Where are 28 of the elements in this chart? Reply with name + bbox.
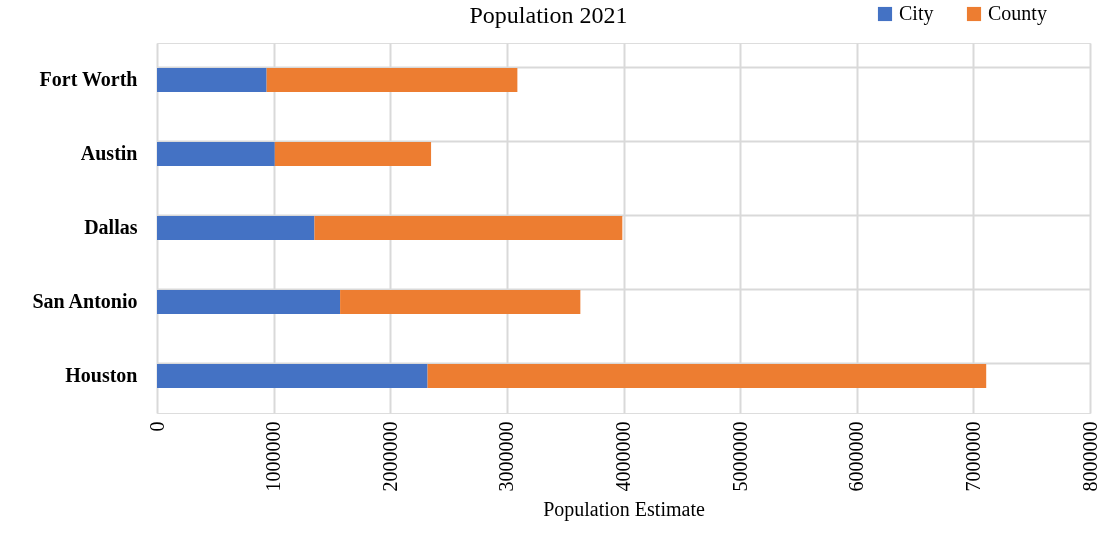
x-tick-label: 7000000 [961, 421, 984, 492]
x-tick-label: 8000000 [1078, 421, 1101, 492]
bar [274, 141, 432, 167]
x-tick-label: 0 [145, 421, 168, 432]
x-axis-title: Population Estimate [543, 497, 705, 521]
x-tick-label: 4000000 [612, 421, 634, 492]
bar [266, 67, 518, 93]
y-tick-label: Fort Worth [39, 68, 138, 90]
bar [340, 289, 581, 315]
legend-label: County [988, 2, 1047, 25]
legend-label: City [899, 2, 934, 25]
y-tick-label: Dallas [84, 216, 138, 238]
bar [157, 363, 428, 389]
x-tick-label: 6000000 [845, 421, 868, 492]
chart-title: Population 2021 [469, 2, 628, 28]
y-tick-label: Austin [80, 142, 138, 164]
x-tick-label: 5000000 [728, 421, 751, 492]
y-tick-label: Houston [65, 364, 138, 386]
x-tick-label: 1000000 [262, 421, 285, 492]
bar [157, 141, 275, 167]
bar [427, 363, 987, 389]
x-tick-label: 3000000 [495, 421, 518, 492]
bar [157, 289, 341, 315]
x-tick-label: 2000000 [378, 421, 401, 492]
y-tick-label: San Antonio [32, 290, 138, 312]
bar [314, 215, 623, 241]
bar [157, 215, 315, 241]
bar [157, 67, 267, 93]
